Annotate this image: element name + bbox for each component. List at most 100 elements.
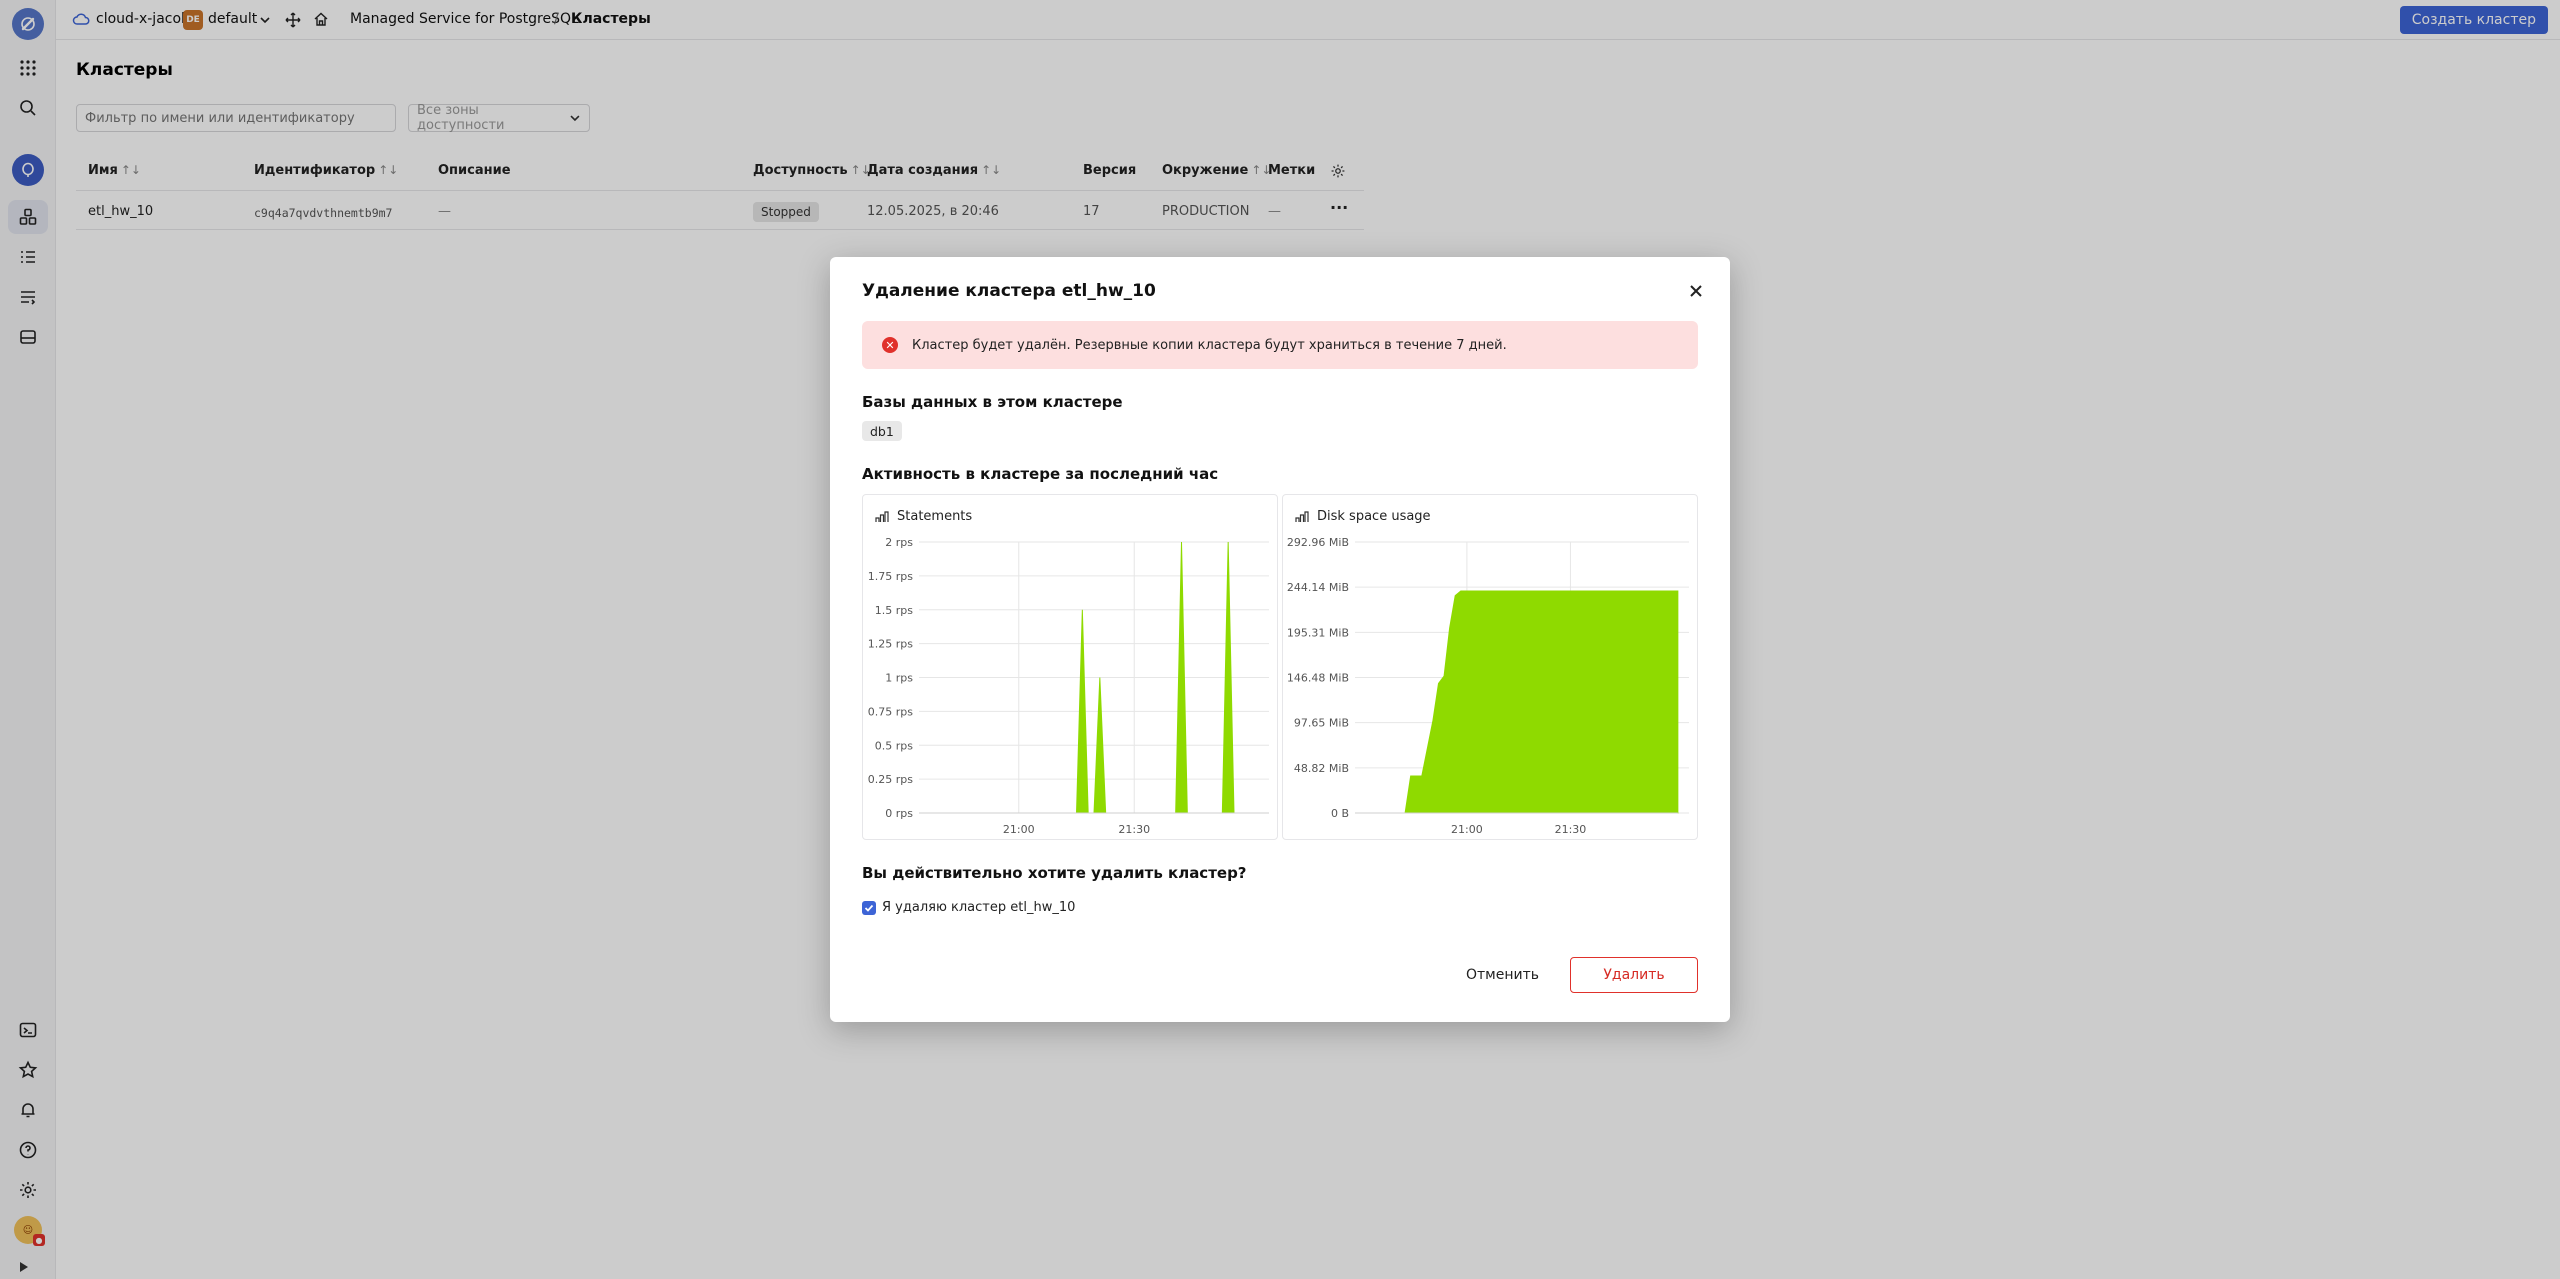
y-tick-label: 48.82 MiB <box>1294 762 1349 775</box>
table-row-divider <box>76 229 1364 230</box>
cloud-icon <box>72 13 90 25</box>
series-area <box>1355 590 1679 814</box>
chart-header: Statements <box>875 509 972 524</box>
chart-bars-icon <box>1295 510 1309 522</box>
confirm-checkbox-label[interactable]: Я удаляю кластер etl_hw_10 <box>882 900 1076 915</box>
column-header-labels: Метки <box>1268 163 1315 178</box>
breadcrumb-folder[interactable]: default <box>208 11 258 27</box>
row-more-icon[interactable]: ··· <box>1330 198 1349 217</box>
y-tick-label: 195.31 MiB <box>1287 626 1349 639</box>
chevron-down-icon[interactable] <box>259 15 271 25</box>
y-tick-label: 1 rps <box>885 672 913 685</box>
y-tick-label: 2 rps <box>885 536 913 549</box>
statements-chart-svg: 2 rps 1.75 rps 1.5 rps 1.25 rps 1 rps 0.75 rp… <box>868 536 1269 836</box>
delete-button[interactable]: Удалить <box>1570 957 1698 993</box>
list-icon[interactable] <box>12 241 44 273</box>
sort-icon[interactable]: ↑↓ <box>378 163 399 177</box>
sort-icon[interactable]: ↑↓ <box>120 163 141 177</box>
chart-title: Statements <box>897 509 973 524</box>
create-cluster-button[interactable]: Создать кластер <box>2399 6 2548 34</box>
yandex-cloud-logo-icon[interactable] <box>12 8 44 40</box>
databases-section-title: Базы данных в этом кластере <box>862 393 1123 411</box>
expand-rail-icon[interactable] <box>20 1262 28 1272</box>
rail-selected-highlight <box>8 200 48 234</box>
cluster-name[interactable]: etl_hw_10 <box>88 204 154 219</box>
chart-bars-icon <box>875 510 889 522</box>
y-tick-label: 0.75 rps <box>868 705 913 718</box>
column-label: Доступность <box>753 163 848 178</box>
table-settings-gear-icon[interactable] <box>1330 163 1346 179</box>
sort-icon[interactable]: ↑↓ <box>850 163 871 177</box>
cluster-created: 12.05.2025, в 20:46 <box>867 204 999 219</box>
y-tick-label: 97.65 MiB <box>1294 717 1349 730</box>
y-tick-label: 0 rps <box>885 807 913 820</box>
terminal-icon[interactable] <box>12 1014 44 1046</box>
alert-text: Кластер будет удалён. Резервные копии кл… <box>912 337 1507 353</box>
home-icon[interactable] <box>313 11 329 27</box>
chart-header: Disk space usage <box>1295 509 1431 524</box>
y-tick-label: 146.48 MiB <box>1287 672 1349 685</box>
y-tick-label: 292.96 MiB <box>1287 536 1349 549</box>
zones-select-value: Все зоны доступности <box>417 103 505 133</box>
breadcrumb-current: Кластеры <box>571 11 651 27</box>
delete-cluster-dialog: Удаление кластера etl_hw_10 ✕ Кластер бу… <box>830 257 1730 1022</box>
x-tick-label: 21:30 <box>1118 823 1150 836</box>
help-icon[interactable] <box>12 1134 44 1166</box>
column-header-environment[interactable]: Окружение ↑↓ <box>1162 163 1271 178</box>
status-badge: Stopped <box>753 202 819 222</box>
filter-input[interactable] <box>76 104 396 132</box>
y-tick-label: 1.75 rps <box>868 570 913 583</box>
left-navigation-rail: ☺ ● <box>0 0 56 1279</box>
column-header-name[interactable]: Имя ↑↓ <box>88 163 141 178</box>
sort-icon[interactable]: ↑↓ <box>981 163 1002 177</box>
breadcrumb-cloud[interactable]: cloud-x-jacob <box>96 11 190 27</box>
statements-chart: 2 rps 1.75 rps 1.5 rps 1.25 rps 1 rps 0.75 rp… <box>862 494 1278 840</box>
avatar-notification-badge: ● <box>33 1234 45 1246</box>
y-tick-label: 0 B <box>1331 807 1349 820</box>
column-label: Описание <box>438 163 511 178</box>
availability-zones-select[interactable]: Все зоны доступности <box>408 103 590 133</box>
table-header-divider <box>76 190 1364 191</box>
x-tick-label: 21:00 <box>1003 823 1035 836</box>
search-icon[interactable] <box>12 92 44 124</box>
y-tick-label: 244.14 MiB <box>1287 581 1349 594</box>
column-header-availability[interactable]: Доступность ↑↓ <box>753 163 871 178</box>
x-tick-label: 21:00 <box>1451 823 1483 836</box>
services-grid-icon[interactable] <box>12 52 44 84</box>
favorites-star-icon[interactable] <box>12 1054 44 1086</box>
disk-usage-chart-svg: 292.96 MiB 244.14 MiB 195.31 MiB 146.48 MiB… <box>1287 536 1689 836</box>
cluster-id: c9q4a7qvdvthnemtb9m7 <box>254 206 393 220</box>
column-header-created[interactable]: Дата создания ↑↓ <box>867 163 1001 178</box>
confirm-checkbox-row[interactable]: Я удаляю кластер etl_hw_10 <box>862 900 1075 915</box>
sort-icon[interactable]: ↑↓ <box>1251 163 1272 177</box>
postgresql-service-icon[interactable] <box>12 154 44 186</box>
breadcrumb-service[interactable]: Managed Service for PostgreSQL <box>350 11 579 27</box>
clusters-icon[interactable] <box>12 201 44 233</box>
cluster-environment: PRODUCTION <box>1162 204 1250 219</box>
confirm-checkbox[interactable] <box>862 900 876 915</box>
x-tick-label: 21:30 <box>1555 823 1587 836</box>
logs-icon[interactable] <box>12 281 44 313</box>
column-label: Версия <box>1083 163 1137 178</box>
column-header-description: Описание <box>438 163 511 178</box>
close-icon[interactable] <box>1684 279 1708 303</box>
column-label: Окружение <box>1162 163 1249 178</box>
confirm-question: Вы действительно хотите удалить кластер? <box>862 864 1247 882</box>
cancel-button[interactable]: Отменить <box>1452 957 1553 993</box>
y-tick-label: 1.5 rps <box>875 604 913 617</box>
y-tick-label: 0.25 rps <box>868 773 913 786</box>
settings-gear-icon[interactable] <box>12 1174 44 1206</box>
notifications-bell-icon[interactable] <box>12 1094 44 1126</box>
cluster-description: — <box>438 204 451 219</box>
database-tag: db1 <box>862 421 902 441</box>
top-bar: cloud-x-jacob DE default Managed Service… <box>56 0 2560 40</box>
error-icon: ✕ <box>882 337 898 353</box>
cluster-version: 17 <box>1083 204 1100 219</box>
disk-usage-chart: 292.96 MiB 244.14 MiB 195.31 MiB 146.48 MiB… <box>1282 494 1698 840</box>
storage-icon[interactable] <box>12 321 44 353</box>
cluster-labels: — <box>1268 204 1281 219</box>
column-header-id[interactable]: Идентификатор ↑↓ <box>254 163 398 178</box>
move-cross-icon[interactable] <box>285 12 301 28</box>
y-tick-label: 1.25 rps <box>868 638 913 651</box>
page-title: Кластеры <box>76 60 173 80</box>
